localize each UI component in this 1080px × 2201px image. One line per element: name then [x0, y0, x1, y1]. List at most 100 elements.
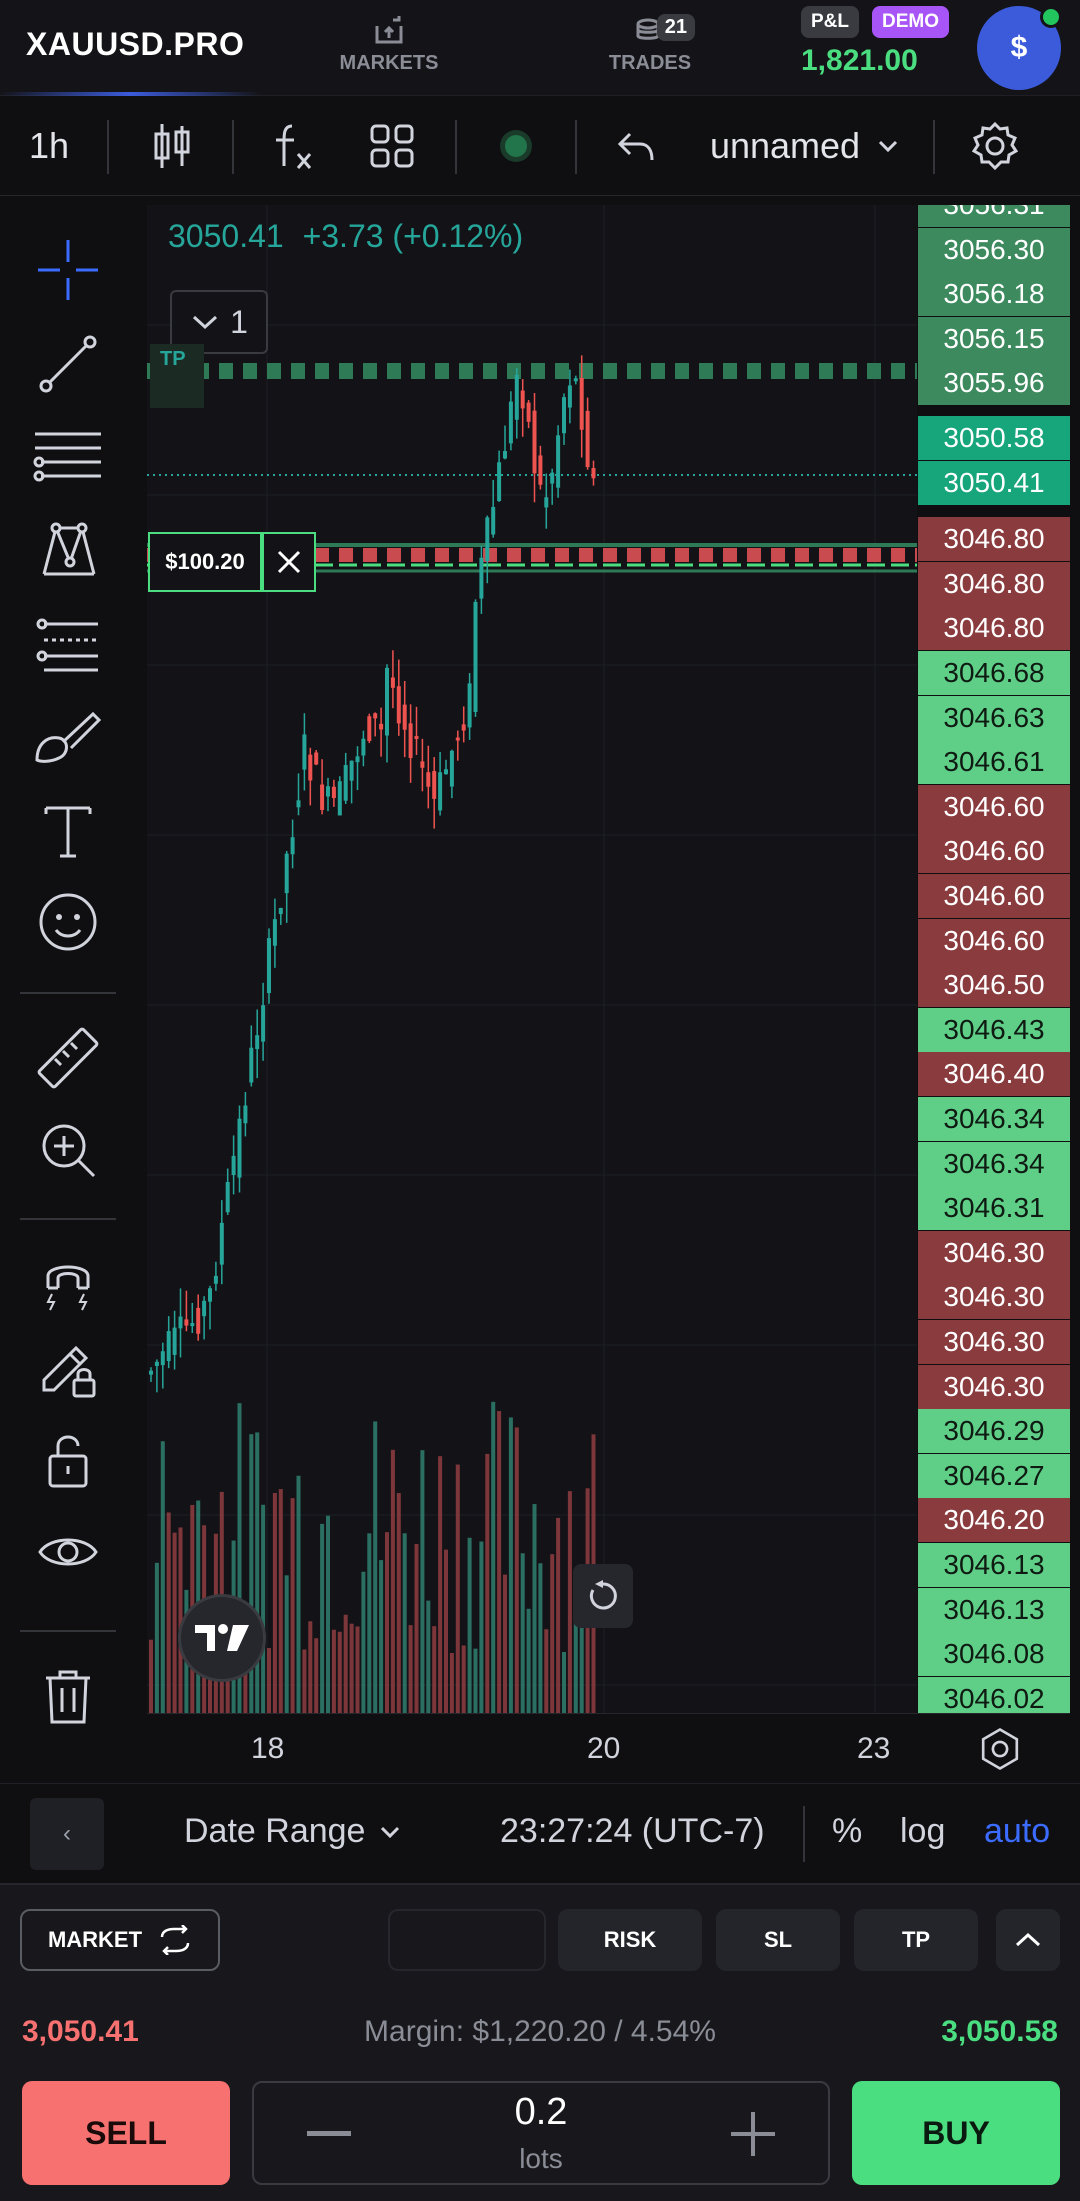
ladder-price-row[interactable]: 3046.80: [918, 606, 1070, 651]
ladder-price-row[interactable]: 3050.41: [918, 460, 1070, 505]
volume-bar: [520, 1553, 525, 1713]
ladder-price-row[interactable]: 3046.02: [918, 1676, 1070, 1713]
undo-button[interactable]: [596, 96, 676, 196]
back-button[interactable]: ‹: [30, 1798, 104, 1870]
expand-panel-button[interactable]: [996, 1909, 1060, 1971]
ladder-price-row[interactable]: 3046.13: [918, 1543, 1070, 1587]
ladder-price-row[interactable]: 3046.27: [918, 1453, 1070, 1498]
sell-button[interactable]: SELL: [22, 2081, 230, 2185]
ladder-price-row[interactable]: 3046.31: [918, 1186, 1070, 1231]
ladder-price-row[interactable]: 3046.30: [918, 1275, 1070, 1320]
volume-bar: [261, 1504, 266, 1713]
ladder-price-row[interactable]: 3046.13: [918, 1587, 1070, 1632]
reset-chart-button[interactable]: [573, 1564, 633, 1628]
ladder-price-row[interactable]: 3046.20: [918, 1498, 1070, 1543]
percent-scale-toggle[interactable]: %: [832, 1812, 863, 1850]
ladder-price-row[interactable]: 3046.60: [918, 784, 1070, 829]
ladder-price-row[interactable]: 3046.40: [918, 1052, 1070, 1097]
brush-tool[interactable]: [28, 696, 108, 776]
lot-size-value[interactable]: 0.2: [514, 2091, 568, 2133]
horizontal-lines-tool[interactable]: [28, 416, 108, 496]
take-profit-tag[interactable]: TP: [150, 344, 204, 408]
order-option-empty[interactable]: [388, 1909, 546, 1971]
trendline-tool[interactable]: [28, 324, 108, 404]
ladder-price-row[interactable]: 3046.34: [918, 1097, 1070, 1141]
delete-drawings-tool[interactable]: [28, 1656, 108, 1736]
ladder-price-row[interactable]: 3046.50: [918, 963, 1070, 1008]
chart-type-button[interactable]: [132, 96, 212, 196]
text-tool[interactable]: [28, 790, 108, 870]
buy-button[interactable]: BUY: [852, 2081, 1060, 2185]
online-status-dot: [1040, 6, 1062, 28]
eye-icon: [38, 1538, 98, 1566]
ladder-price-row[interactable]: 3046.60: [918, 874, 1070, 918]
ladder-price-row[interactable]: 3046.43: [918, 1007, 1070, 1052]
ladder-price-row[interactable]: 3056.31: [918, 205, 1070, 227]
ladder-price-row[interactable]: 3046.29: [918, 1409, 1070, 1454]
ladder-price-row[interactable]: 3056.18: [918, 272, 1070, 317]
symbol-title[interactable]: XAUUSD.PRO: [26, 26, 245, 62]
ladder-price-row[interactable]: 3056.30: [918, 227, 1070, 272]
ladder-price-row[interactable]: 3046.80: [918, 561, 1070, 606]
log-scale-toggle[interactable]: log: [900, 1812, 946, 1850]
take-profit-button[interactable]: TP: [854, 1909, 978, 1971]
ladder-price-row[interactable]: 3046.30: [918, 1320, 1070, 1364]
collapse-indicators-button[interactable]: 1: [170, 290, 268, 354]
ladder-price-row[interactable]: 3046.61: [918, 740, 1070, 785]
close-order-button[interactable]: [262, 532, 316, 592]
auto-scale-toggle[interactable]: auto: [984, 1812, 1051, 1850]
layouts-button[interactable]: [352, 96, 432, 196]
timezone-clock[interactable]: 23:27:24 (UTC-7): [500, 1812, 765, 1850]
ladder-price-row[interactable]: 3056.15: [918, 316, 1070, 361]
candlestick-chart[interactable]: [147, 205, 917, 1713]
layout-name-dropdown[interactable]: unnamed: [690, 96, 920, 196]
unlock-tool[interactable]: [28, 1420, 108, 1500]
ladder-price-row[interactable]: 3055.96: [918, 361, 1070, 406]
nav-trades[interactable]: TRADES 21: [575, 12, 725, 82]
nav-markets[interactable]: MARKETS: [314, 12, 464, 82]
stop-loss-button[interactable]: SL: [716, 1909, 840, 1971]
ladder-price-row[interactable]: 3046.80: [918, 517, 1070, 562]
axis-settings-button[interactable]: [977, 1726, 1027, 1776]
time-axis[interactable]: 18 20 23: [147, 1713, 1070, 1783]
ladder-price-row[interactable]: 3046.08: [918, 1632, 1070, 1677]
candle-body: [396, 686, 401, 724]
chart-settings-button[interactable]: [955, 96, 1035, 196]
lock-drawing-tool[interactable]: [28, 1330, 108, 1410]
ladder-price-row[interactable]: 3050.58: [918, 416, 1070, 460]
candle-body: [461, 724, 466, 731]
account-balance[interactable]: 1,821.00: [801, 44, 918, 77]
order-pl-label[interactable]: $100.20: [148, 532, 262, 592]
candle-body: [526, 402, 531, 422]
fib-tool[interactable]: [28, 604, 108, 684]
magnet-tool[interactable]: [28, 1244, 108, 1324]
volume-bar: [284, 1575, 289, 1713]
order-type-button[interactable]: MARKET: [20, 1909, 220, 1971]
ladder-price-row[interactable]: 3046.34: [918, 1141, 1070, 1186]
ladder-price-row[interactable]: 3046.60: [918, 829, 1070, 874]
indicators-button[interactable]: [252, 96, 332, 196]
crosshair-tool[interactable]: [28, 230, 108, 310]
volume-bar: [314, 1638, 319, 1713]
price-chart[interactable]: [147, 205, 917, 1713]
ladder-price-row[interactable]: 3046.63: [918, 695, 1070, 740]
ladder-price-row[interactable]: 3046.30: [918, 1230, 1070, 1275]
pl-chip[interactable]: P&L: [801, 6, 859, 38]
market-status-button[interactable]: [476, 96, 556, 196]
pattern-tool[interactable]: [28, 510, 108, 590]
candle-body: [255, 1035, 260, 1050]
risk-button[interactable]: RISK: [558, 1909, 702, 1971]
ladder-price-row[interactable]: 3046.30: [918, 1364, 1070, 1409]
ladder-price-row[interactable]: 3046.68: [918, 651, 1070, 695]
ladder-price-row[interactable]: 3046.60: [918, 918, 1070, 963]
timeframe-button[interactable]: 1h: [12, 96, 86, 196]
volume-bar: [331, 1629, 336, 1713]
visibility-tool[interactable]: [28, 1512, 108, 1592]
emoji-tool[interactable]: [28, 882, 108, 962]
ruler-tool[interactable]: [28, 1018, 108, 1098]
zoom-in-tool[interactable]: [28, 1110, 108, 1190]
decrease-lots-button[interactable]: [304, 2109, 354, 2159]
date-range-dropdown[interactable]: Date Range: [184, 1812, 401, 1851]
increase-lots-button[interactable]: [728, 2109, 778, 2159]
nav-markets-label: MARKETS: [339, 52, 439, 74]
